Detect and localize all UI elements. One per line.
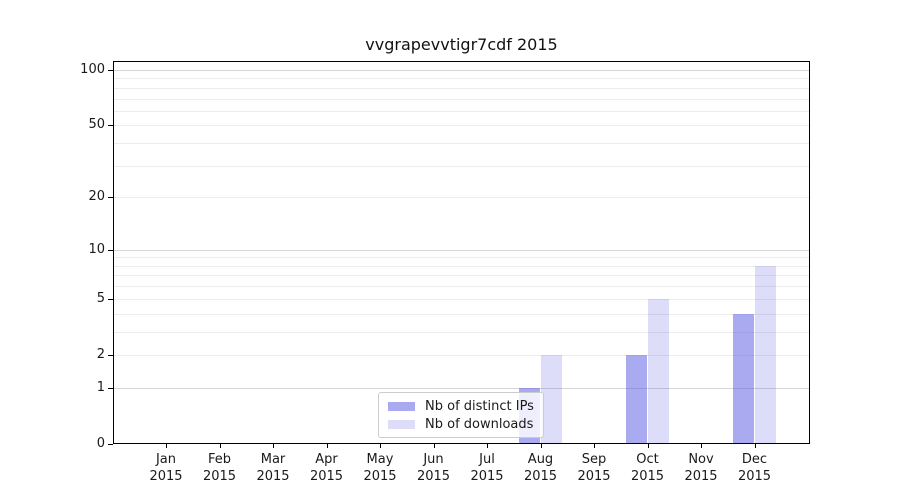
- x-tick-month: May: [366, 452, 394, 467]
- legend-swatch-downloads: [388, 419, 415, 429]
- x-tick-year: 2015: [630, 469, 665, 484]
- x-tick-month: Dec: [741, 452, 768, 467]
- x-tick-year: 2015: [256, 469, 290, 484]
- y-tick-label: 100: [80, 61, 105, 77]
- gridline-minor: [114, 110, 809, 112]
- x-tick-mark: [701, 444, 702, 448]
- bar-distinct-ips: [626, 354, 648, 444]
- x-tick-year: 2015: [363, 469, 397, 484]
- y-tick-label: 2: [96, 346, 105, 362]
- x-tick-month: Sep: [581, 452, 607, 467]
- x-tick-mark: [273, 444, 274, 448]
- x-tick-mark: [380, 444, 381, 448]
- gridline-minor: [114, 125, 809, 127]
- legend-entry: Nb of downloads: [388, 417, 534, 432]
- legend-entry: Nb of distinct IPs: [388, 399, 534, 414]
- legend-swatch-distinct-ips: [388, 401, 415, 411]
- x-tick-month: Mar: [260, 452, 286, 467]
- x-tick-mark: [219, 444, 221, 448]
- y-tick-mark: [108, 444, 113, 445]
- x-tick-month: Feb: [207, 452, 232, 467]
- y-tick-mark: [108, 197, 113, 199]
- gridline-minor: [114, 165, 809, 167]
- legend-label: Nb of distinct IPs: [425, 398, 534, 414]
- x-tick-mark: [540, 444, 542, 448]
- x-tick-mark: [647, 444, 649, 448]
- x-tick-year: 2015: [684, 469, 718, 484]
- gridline-minor: [114, 265, 809, 267]
- bar-downloads: [540, 354, 562, 444]
- gridline-major: [114, 249, 809, 251]
- bar-distinct-ips: [733, 313, 755, 444]
- x-tick-mark: [754, 444, 756, 448]
- chart-title: vvgrapevvtigr7cdf 2015: [365, 35, 558, 54]
- gridline-minor: [114, 313, 809, 315]
- plot-area-border: [113, 61, 810, 444]
- gridline-minor: [114, 298, 809, 300]
- x-tick-month: Apr: [315, 452, 338, 467]
- gridline-minor: [114, 87, 809, 89]
- x-tick-label: Jun 2015: [402, 451, 466, 485]
- y-tick-label: 1: [96, 379, 105, 395]
- x-tick-month: Jun: [423, 452, 444, 467]
- x-tick-year: 2015: [149, 469, 183, 484]
- x-tick-year: 2015: [416, 469, 451, 484]
- y-tick-label: 50: [88, 117, 105, 133]
- x-tick-year: 2015: [577, 469, 611, 484]
- x-tick-label: Aug 2015: [509, 451, 573, 485]
- bar-downloads: [754, 265, 776, 444]
- x-tick-year: 2015: [202, 469, 237, 484]
- x-tick-year: 2015: [309, 469, 344, 484]
- x-tick-label: Mar 2015: [241, 451, 305, 485]
- y-tick-mark: [108, 69, 113, 71]
- x-tick-label: Dec 2015: [723, 451, 787, 485]
- y-tick-mark: [108, 354, 113, 356]
- y-tick-mark: [108, 125, 113, 127]
- x-tick-mark: [594, 444, 595, 448]
- x-tick-month: Jan: [155, 452, 177, 467]
- gridline-minor: [114, 143, 809, 145]
- x-tick-year: 2015: [470, 469, 504, 484]
- x-tick-month: Aug: [527, 452, 554, 467]
- bar-downloads: [647, 298, 669, 444]
- x-tick-month: Oct: [636, 452, 659, 467]
- x-tick-label: Apr 2015: [295, 451, 359, 485]
- x-tick-mark: [487, 444, 488, 448]
- x-tick-label: Feb 2015: [188, 451, 252, 485]
- y-tick-mark: [108, 387, 113, 389]
- x-tick-mark: [326, 444, 328, 448]
- gridline-major: [114, 387, 809, 389]
- x-tick-year: 2015: [523, 469, 558, 484]
- gridline-minor: [114, 257, 809, 259]
- y-tick-label: 10: [88, 241, 105, 257]
- y-tick-label: 5: [96, 290, 105, 306]
- gridline-minor: [114, 286, 809, 288]
- x-tick-label: May 2015: [348, 451, 412, 485]
- gridline-minor: [114, 98, 809, 100]
- y-tick-mark: [108, 298, 113, 300]
- y-tick-label: 20: [88, 189, 105, 205]
- x-tick-label: Sep 2015: [562, 451, 626, 485]
- x-tick-month: Jul: [479, 452, 495, 467]
- gridline-minor: [114, 78, 809, 80]
- x-tick-label: Oct 2015: [616, 451, 680, 485]
- gridline-minor: [114, 354, 809, 356]
- gridline-minor: [114, 275, 809, 277]
- gridline-minor: [114, 331, 809, 333]
- legend-label: Nb of downloads: [425, 416, 534, 432]
- x-tick-mark: [166, 444, 167, 448]
- x-tick-month: Nov: [688, 452, 714, 467]
- x-tick-label: Jan 2015: [134, 451, 198, 485]
- y-tick-mark: [108, 249, 113, 251]
- x-tick-year: 2015: [737, 469, 772, 484]
- gridline-major: [114, 69, 809, 71]
- x-tick-label: Nov 2015: [669, 451, 733, 485]
- legend: Nb of distinct IPs Nb of downloads: [378, 392, 544, 438]
- y-tick-label: 0: [96, 436, 105, 451]
- gridline-minor: [114, 197, 809, 199]
- x-tick-label: Jul 2015: [455, 451, 519, 485]
- x-tick-mark: [433, 444, 435, 448]
